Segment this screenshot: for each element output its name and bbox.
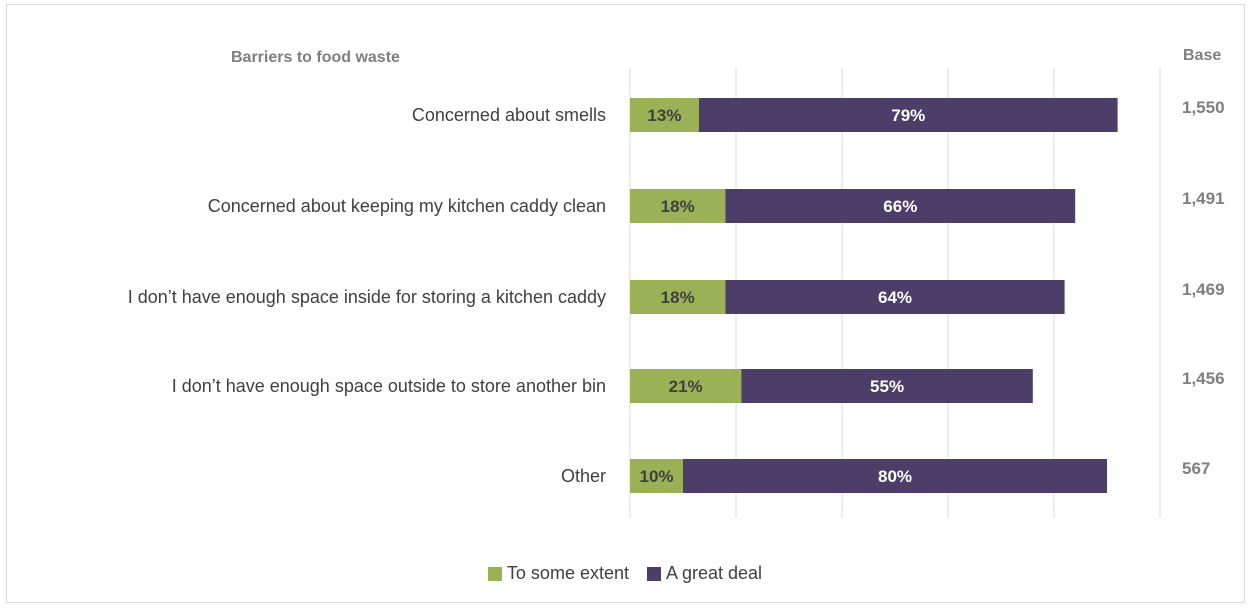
data-label: 21%: [669, 377, 703, 396]
data-label: 66%: [883, 197, 917, 216]
bar-segment-a-great-deal: [741, 369, 1033, 403]
chart-legend: To some extent A great deal: [0, 563, 1250, 584]
bar-segment-a-great-deal: [683, 459, 1107, 493]
base-value: 1,469: [1182, 280, 1225, 299]
legend-item-to-some-extent: To some extent: [487, 563, 629, 584]
legend-swatch-a-great-deal: [646, 566, 661, 581]
category-label: I don’t have enough space inside for sto…: [128, 287, 606, 307]
data-label: 55%: [870, 377, 904, 396]
bar-segment-to-some-extent: [630, 280, 726, 314]
legend-label-a-great-deal: A great deal: [665, 563, 763, 583]
data-label: 10%: [639, 467, 673, 486]
data-label: 79%: [891, 106, 925, 125]
data-label: 13%: [647, 106, 681, 125]
base-heading: Base: [1183, 47, 1222, 64]
base-value: 1,550: [1182, 98, 1225, 117]
category-heading: Barriers to food waste: [231, 49, 400, 66]
bar-segment-to-some-extent: [630, 369, 742, 403]
category-label: Concerned about keeping my kitchen caddy…: [208, 196, 606, 216]
data-label: 18%: [661, 197, 695, 216]
base-value: 1,491: [1182, 189, 1225, 208]
data-label: 18%: [661, 288, 695, 307]
bar-segment-to-some-extent: [630, 98, 699, 132]
bar-segment-to-some-extent: [630, 189, 726, 223]
bar-segment-to-some-extent: [630, 459, 683, 493]
legend-label-to-some-extent: To some extent: [506, 563, 629, 583]
bar-segment-a-great-deal: [725, 280, 1065, 314]
category-label: I don’t have enough space outside to sto…: [172, 376, 606, 396]
bar-segment-a-great-deal: [698, 98, 1118, 132]
legend-swatch-to-some-extent: [487, 566, 502, 581]
base-value: 567: [1182, 459, 1210, 478]
base-value: 1,456: [1182, 369, 1225, 388]
data-label: 64%: [878, 288, 912, 307]
legend-item-a-great-deal: A great deal: [646, 563, 763, 584]
data-label: 80%: [878, 467, 912, 486]
category-label: Concerned about smells: [412, 105, 606, 125]
bar-segment-a-great-deal: [725, 189, 1076, 223]
category-label: Other: [561, 466, 606, 486]
